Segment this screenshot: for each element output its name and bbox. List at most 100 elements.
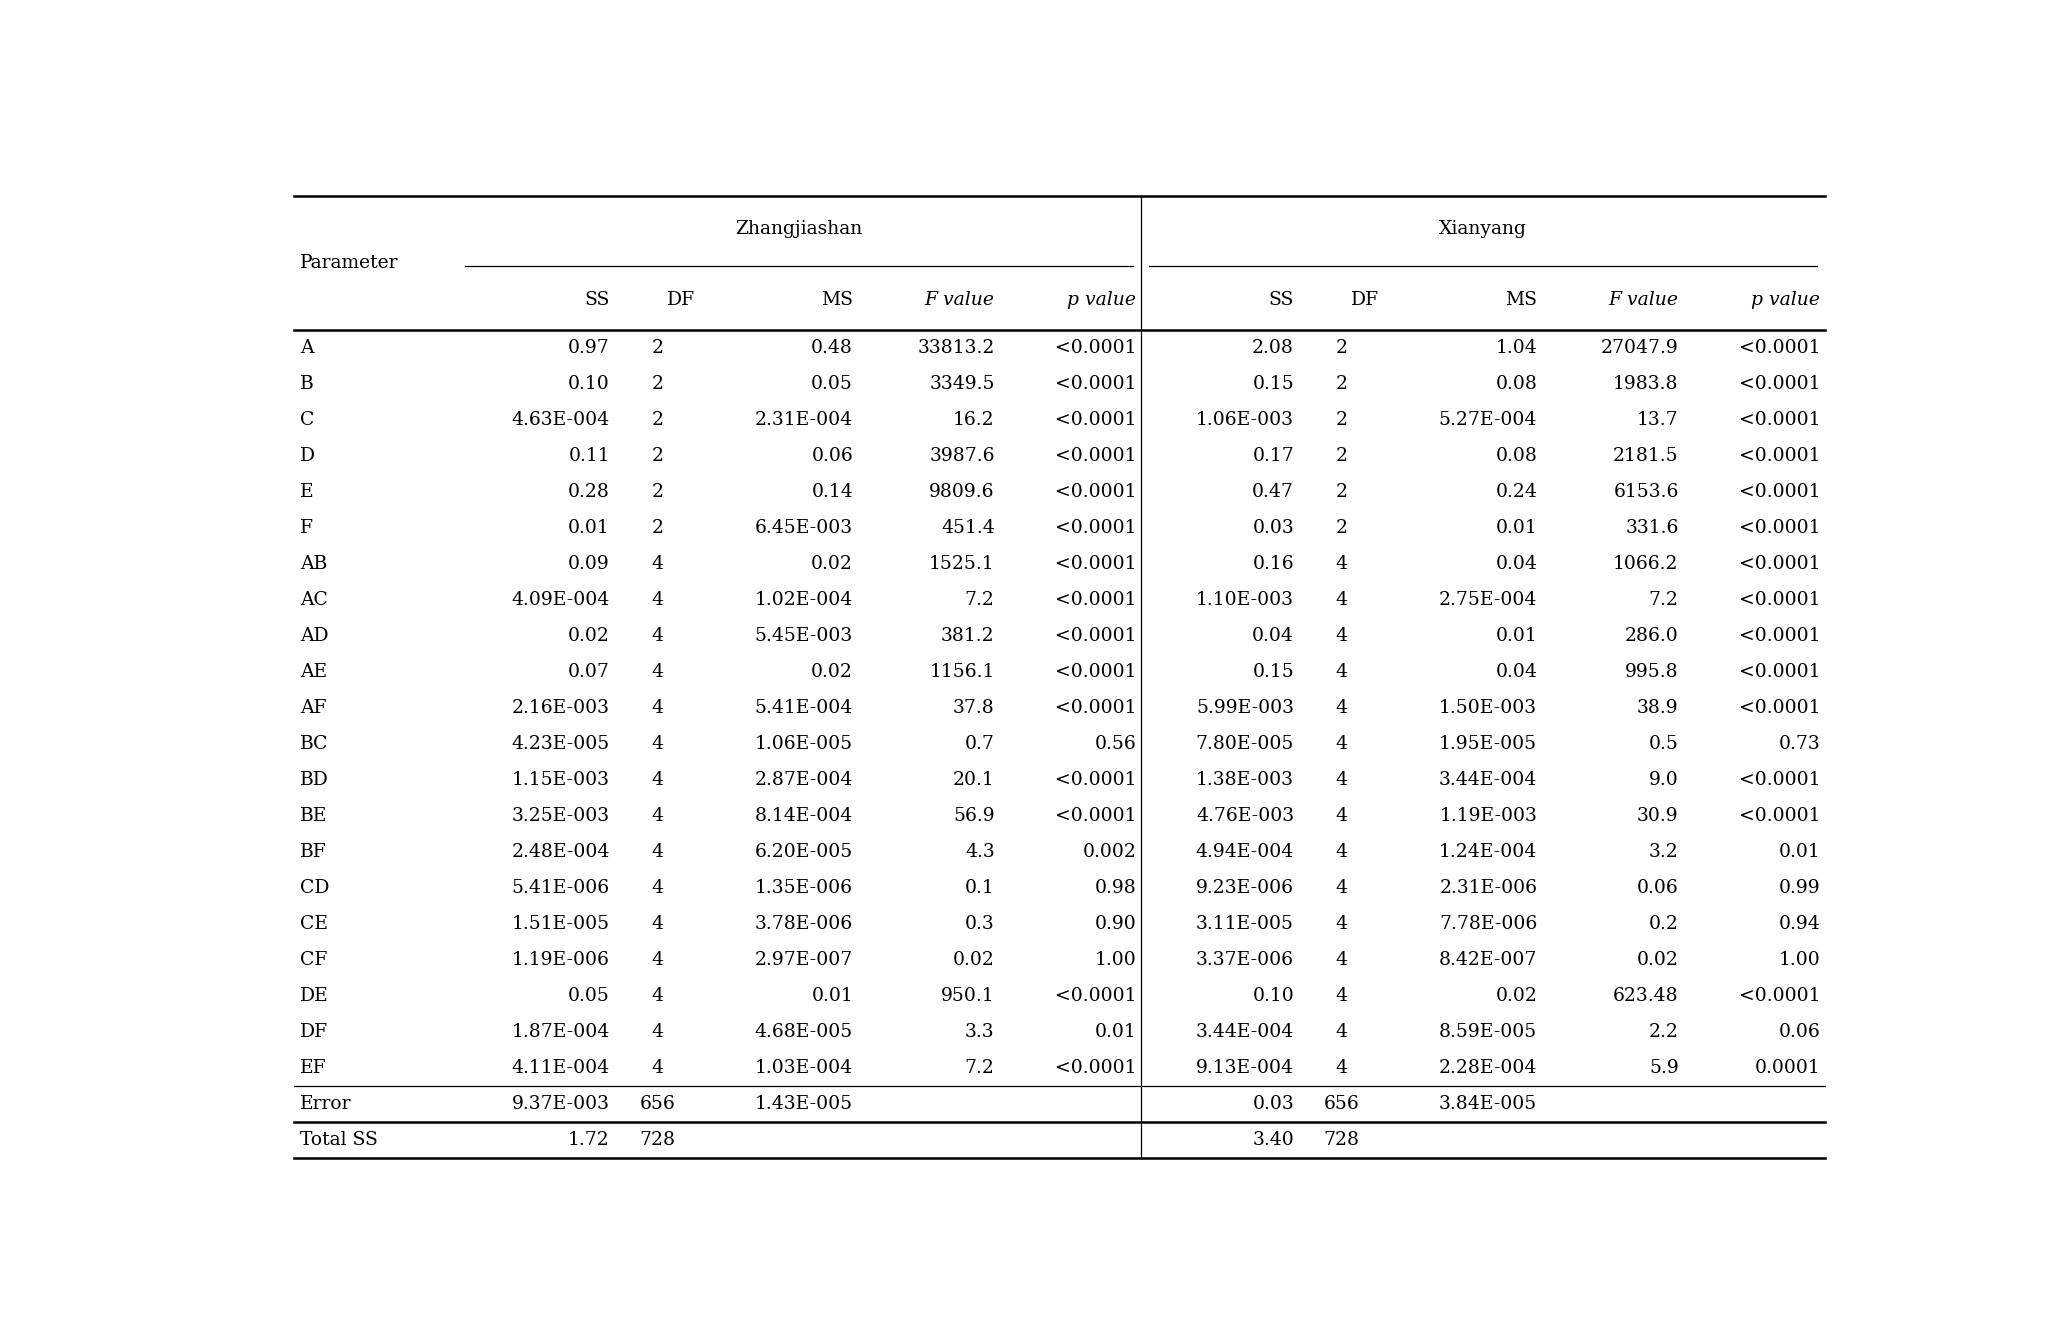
- Text: 2: 2: [1335, 411, 1348, 428]
- Text: F: F: [300, 519, 312, 536]
- Text: <0.0001: <0.0001: [1738, 411, 1821, 428]
- Text: 4.68E-005: 4.68E-005: [754, 1023, 854, 1042]
- Text: 0.04: 0.04: [1494, 663, 1538, 680]
- Text: B: B: [300, 375, 314, 392]
- Text: 1.50E-003: 1.50E-003: [1439, 699, 1538, 716]
- Text: 3987.6: 3987.6: [930, 447, 994, 464]
- Text: 8.59E-005: 8.59E-005: [1439, 1023, 1538, 1042]
- Text: 1983.8: 1983.8: [1612, 375, 1678, 392]
- Text: A: A: [300, 339, 314, 356]
- Text: 950.1: 950.1: [940, 987, 994, 1006]
- Text: Total SS: Total SS: [300, 1131, 378, 1150]
- Text: 4: 4: [1335, 915, 1348, 934]
- Text: 0.01: 0.01: [1494, 519, 1538, 536]
- Text: 451.4: 451.4: [940, 519, 994, 536]
- Text: 2: 2: [1335, 447, 1348, 464]
- Text: 4: 4: [651, 663, 664, 680]
- Text: SS: SS: [1269, 291, 1294, 308]
- Text: 16.2: 16.2: [953, 411, 994, 428]
- Text: <0.0001: <0.0001: [1738, 987, 1821, 1006]
- Text: 0.94: 0.94: [1778, 915, 1821, 934]
- Text: 5.27E-004: 5.27E-004: [1439, 411, 1538, 428]
- Text: 6153.6: 6153.6: [1614, 483, 1678, 500]
- Text: CF: CF: [300, 951, 327, 970]
- Text: 2: 2: [1335, 339, 1348, 356]
- Text: 4: 4: [1335, 591, 1348, 608]
- Text: 0.90: 0.90: [1093, 915, 1137, 934]
- Text: 5.99E-003: 5.99E-003: [1197, 699, 1294, 716]
- Text: 4.94E-004: 4.94E-004: [1197, 843, 1294, 862]
- Text: 0.04: 0.04: [1253, 627, 1294, 644]
- Text: 0.01: 0.01: [568, 519, 610, 536]
- Text: DF: DF: [300, 1023, 329, 1042]
- Text: 2: 2: [651, 483, 664, 500]
- Text: 38.9: 38.9: [1637, 699, 1678, 716]
- Text: 8.14E-004: 8.14E-004: [754, 807, 854, 826]
- Text: 3.25E-003: 3.25E-003: [513, 807, 610, 826]
- Text: 0.17: 0.17: [1253, 447, 1294, 464]
- Text: 0.3: 0.3: [965, 915, 994, 934]
- Text: 2: 2: [1335, 519, 1348, 536]
- Text: 2: 2: [651, 519, 664, 536]
- Text: 0.97: 0.97: [568, 339, 610, 356]
- Text: 33813.2: 33813.2: [918, 339, 994, 356]
- Text: 1.10E-003: 1.10E-003: [1197, 591, 1294, 608]
- Text: <0.0001: <0.0001: [1738, 447, 1821, 464]
- Text: Parameter: Parameter: [300, 253, 399, 272]
- Text: 4: 4: [651, 951, 664, 970]
- Text: 4.11E-004: 4.11E-004: [513, 1059, 610, 1078]
- Text: <0.0001: <0.0001: [1054, 591, 1137, 608]
- Text: 4: 4: [651, 555, 664, 572]
- Text: 0.01: 0.01: [1778, 843, 1821, 862]
- Text: 0.07: 0.07: [568, 663, 610, 680]
- Text: <0.0001: <0.0001: [1738, 663, 1821, 680]
- Text: 2: 2: [651, 411, 664, 428]
- Text: 656: 656: [1323, 1095, 1360, 1114]
- Text: 9.23E-006: 9.23E-006: [1197, 879, 1294, 898]
- Text: 3.11E-005: 3.11E-005: [1197, 915, 1294, 934]
- Text: <0.0001: <0.0001: [1054, 375, 1137, 392]
- Text: 7.2: 7.2: [965, 591, 994, 608]
- Text: BD: BD: [300, 771, 329, 790]
- Text: <0.0001: <0.0001: [1738, 699, 1821, 716]
- Text: 2: 2: [1335, 483, 1348, 500]
- Text: 3349.5: 3349.5: [930, 375, 994, 392]
- Text: Zhangjiashan: Zhangjiashan: [736, 220, 862, 237]
- Text: 2181.5: 2181.5: [1612, 447, 1678, 464]
- Text: <0.0001: <0.0001: [1054, 483, 1137, 500]
- Text: 0.01: 0.01: [1093, 1023, 1137, 1042]
- Text: 4: 4: [1335, 771, 1348, 790]
- Text: <0.0001: <0.0001: [1054, 987, 1137, 1006]
- Text: <0.0001: <0.0001: [1054, 555, 1137, 572]
- Text: 0.06: 0.06: [1637, 879, 1678, 898]
- Text: 1156.1: 1156.1: [930, 663, 994, 680]
- Text: 0.56: 0.56: [1093, 735, 1137, 752]
- Text: 2.16E-003: 2.16E-003: [513, 699, 610, 716]
- Text: 9.0: 9.0: [1649, 771, 1678, 790]
- Text: 0.7: 0.7: [965, 735, 994, 752]
- Text: 0.28: 0.28: [568, 483, 610, 500]
- Text: <0.0001: <0.0001: [1054, 627, 1137, 644]
- Text: 623.48: 623.48: [1612, 987, 1678, 1006]
- Text: 2.48E-004: 2.48E-004: [513, 843, 610, 862]
- Text: 0.03: 0.03: [1253, 519, 1294, 536]
- Text: 4: 4: [651, 1023, 664, 1042]
- Text: 4: 4: [651, 735, 664, 752]
- Text: 0.98: 0.98: [1093, 879, 1137, 898]
- Text: 7.2: 7.2: [965, 1059, 994, 1078]
- Text: 0.10: 0.10: [1253, 987, 1294, 1006]
- Text: 4.3: 4.3: [965, 843, 994, 862]
- Text: 0.02: 0.02: [1637, 951, 1678, 970]
- Text: D: D: [300, 447, 314, 464]
- Text: 1.00: 1.00: [1093, 951, 1137, 970]
- Text: AD: AD: [300, 627, 329, 644]
- Text: 4: 4: [1335, 951, 1348, 970]
- Text: 20.1: 20.1: [953, 771, 994, 790]
- Text: 728: 728: [639, 1131, 676, 1150]
- Text: 1.00: 1.00: [1778, 951, 1821, 970]
- Text: EF: EF: [300, 1059, 327, 1078]
- Text: AB: AB: [300, 555, 327, 572]
- Text: 331.6: 331.6: [1625, 519, 1678, 536]
- Text: 4: 4: [651, 807, 664, 826]
- Text: 30.9: 30.9: [1637, 807, 1678, 826]
